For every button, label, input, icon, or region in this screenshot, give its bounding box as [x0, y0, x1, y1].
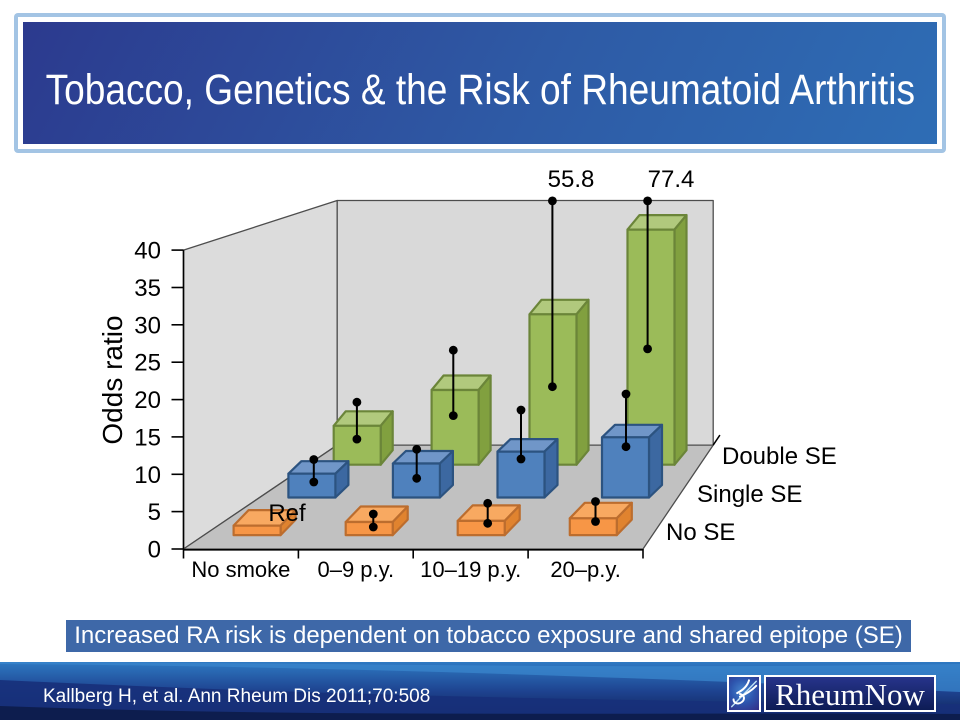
svg-text:10–19 p.y.: 10–19 p.y. [420, 557, 521, 582]
svg-text:Odds ratio: Odds ratio [97, 315, 128, 444]
svg-text:Double SE: Double SE [722, 443, 837, 470]
svg-text:0–9 p.y.: 0–9 p.y. [317, 557, 394, 582]
svg-text:20–p.y.: 20–p.y. [550, 557, 621, 582]
svg-text:20: 20 [134, 387, 161, 414]
svg-text:10: 10 [134, 462, 161, 489]
svg-text:15: 15 [134, 424, 161, 451]
svg-text:No smoke: No smoke [191, 557, 290, 582]
svg-text:30: 30 [134, 312, 161, 339]
svg-text:Ref: Ref [268, 500, 306, 527]
svg-text:25: 25 [134, 350, 161, 377]
svg-text:77.4: 77.4 [648, 166, 695, 193]
svg-text:Single SE: Single SE [697, 481, 802, 508]
svg-text:0: 0 [148, 537, 161, 564]
svg-text:35: 35 [134, 275, 161, 302]
svg-text:No SE: No SE [666, 519, 735, 546]
svg-text:5: 5 [148, 499, 161, 526]
svg-text:40: 40 [134, 238, 161, 265]
svg-text:55.8: 55.8 [548, 166, 595, 193]
